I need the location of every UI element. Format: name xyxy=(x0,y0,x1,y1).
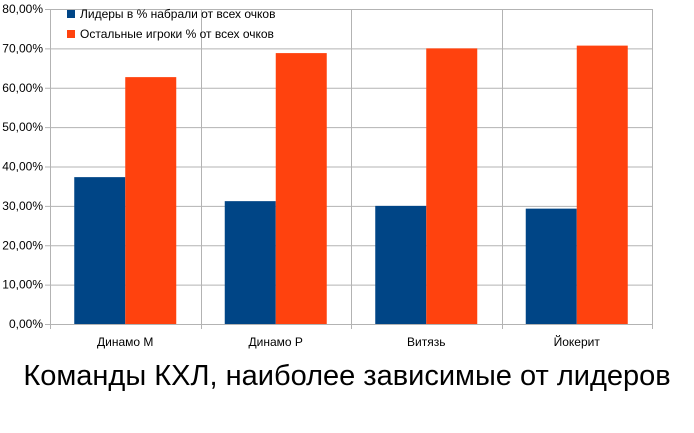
y-tick-label: 50,00% xyxy=(2,120,43,134)
chart-title: Команды КХЛ, наиболее зависимые от лидер… xyxy=(23,360,671,392)
bar xyxy=(375,205,427,324)
y-tick-label: 70,00% xyxy=(2,41,43,55)
legend: Лидеры в % набрали от всех очков Остальны… xyxy=(67,7,275,41)
x-category-labels: Динамо М Динамо Р Витязь Йокерит xyxy=(97,334,600,349)
y-tick-label: 80,00% xyxy=(2,2,43,16)
y-tick-label: 0,00% xyxy=(9,317,43,331)
bar xyxy=(525,208,577,324)
x-category-label: Витязь xyxy=(407,335,445,349)
y-tick-label: 10,00% xyxy=(2,278,43,292)
legend-swatch xyxy=(67,30,75,38)
y-tick-label: 40,00% xyxy=(2,160,43,174)
x-category-label: Динамо М xyxy=(97,335,153,349)
bar xyxy=(576,45,628,325)
y-tick-labels: 0,00% 10,00% 20,00% 30,00% 40,00% 50,00% 60,00… xyxy=(2,2,43,331)
bar xyxy=(275,53,327,324)
x-category-label: Йокерит xyxy=(554,334,601,349)
y-tick-label: 20,00% xyxy=(2,238,43,252)
y-tick-label: 30,00% xyxy=(2,199,43,213)
bars xyxy=(74,45,628,325)
x-category-label: Динамо Р xyxy=(249,335,303,349)
legend-label: Остальные игроки % от всех очков xyxy=(80,27,274,41)
axes xyxy=(50,9,652,325)
legend-swatch xyxy=(67,10,75,18)
bar xyxy=(224,201,276,324)
y-tick-label: 60,00% xyxy=(2,81,43,95)
legend-label: Лидеры в % набрали от всех очков xyxy=(80,7,275,21)
bar xyxy=(125,77,177,325)
bar xyxy=(74,177,126,324)
bar xyxy=(426,48,478,324)
